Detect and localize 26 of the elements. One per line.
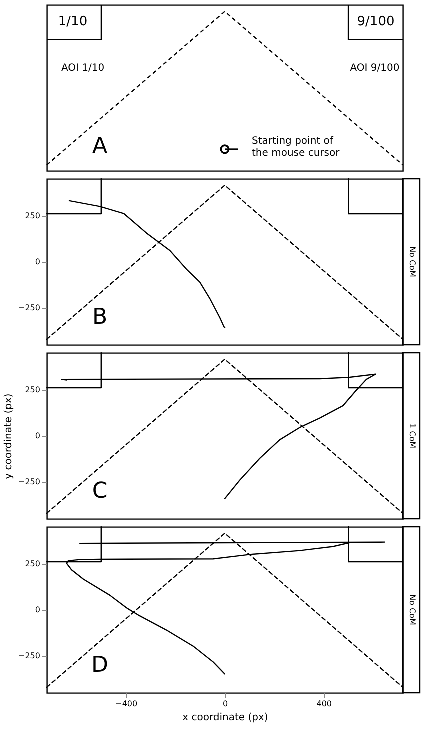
text: No CoM	[408, 594, 417, 626]
y-tick-label: 0	[35, 606, 40, 614]
annotation: D	[92, 652, 108, 678]
y-tick-label: −250	[18, 652, 40, 661]
text: A	[92, 134, 108, 160]
y-tick-label: −250	[18, 304, 40, 313]
text: 1 CoM	[408, 423, 417, 449]
text: 9/100	[357, 14, 395, 30]
text: Starting point of the mouse cursor	[252, 136, 341, 160]
y-tick-label: 0	[35, 432, 40, 440]
y-tick-label: 0	[35, 258, 40, 266]
text: 1/10	[58, 14, 88, 30]
y-axis-title: y coordinate (px)	[4, 394, 14, 480]
text: No CoM	[408, 246, 417, 278]
annotation: B	[92, 304, 108, 330]
text: AOI 1/10	[61, 63, 105, 74]
y-tick-label: 250	[25, 211, 40, 220]
text: AOI 9/100	[350, 63, 400, 74]
y-tick-label: 250	[25, 559, 40, 568]
x-tick-label: 0	[222, 700, 228, 708]
y-tick-label: −250	[18, 478, 40, 487]
x-tick-label: −400	[116, 700, 138, 708]
x-axis-title: x coordinate (px)	[182, 712, 268, 724]
y-tick-label: 250	[25, 385, 40, 394]
annotation: C	[92, 478, 108, 504]
x-tick-label: 400	[316, 700, 332, 708]
